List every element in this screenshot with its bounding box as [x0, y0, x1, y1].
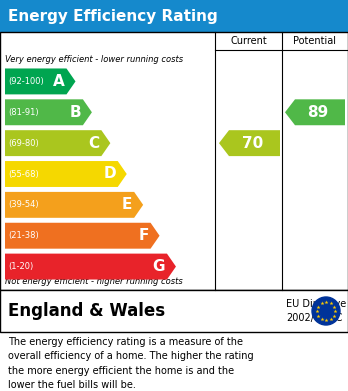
Text: (55-68): (55-68)	[8, 170, 39, 179]
Text: (69-80): (69-80)	[8, 139, 39, 148]
Circle shape	[312, 297, 340, 325]
Text: (21-38): (21-38)	[8, 231, 39, 240]
Text: E: E	[122, 197, 132, 212]
Polygon shape	[5, 99, 92, 125]
Polygon shape	[5, 223, 159, 249]
Text: England & Wales: England & Wales	[8, 302, 165, 320]
Text: G: G	[152, 259, 165, 274]
Bar	[0, 0, 348, 32]
Polygon shape	[285, 99, 345, 125]
Text: Current: Current	[230, 36, 267, 46]
Text: (1-20): (1-20)	[8, 262, 33, 271]
Text: EU Directive
2002/91/EC: EU Directive 2002/91/EC	[286, 299, 346, 323]
Polygon shape	[5, 68, 76, 94]
Bar	[0, 290, 348, 332]
Text: C: C	[88, 136, 99, 151]
Text: Not energy efficient - higher running costs: Not energy efficient - higher running co…	[5, 277, 183, 286]
Text: A: A	[53, 74, 64, 89]
Text: Energy Efficiency Rating: Energy Efficiency Rating	[8, 9, 218, 23]
Text: Potential: Potential	[293, 36, 337, 46]
Text: (81-91): (81-91)	[8, 108, 39, 117]
Polygon shape	[5, 254, 176, 280]
Text: D: D	[103, 167, 116, 181]
Text: F: F	[138, 228, 149, 243]
Polygon shape	[5, 161, 127, 187]
Text: 89: 89	[307, 105, 329, 120]
Text: Very energy efficient - lower running costs: Very energy efficient - lower running co…	[5, 55, 183, 64]
Text: B: B	[69, 105, 81, 120]
Text: (39-54): (39-54)	[8, 200, 39, 209]
Polygon shape	[5, 130, 110, 156]
Polygon shape	[5, 192, 143, 218]
Text: The energy efficiency rating is a measure of the
overall efficiency of a home. T: The energy efficiency rating is a measur…	[8, 337, 254, 390]
Polygon shape	[219, 130, 280, 156]
Text: (92-100): (92-100)	[8, 77, 44, 86]
Text: 70: 70	[242, 136, 263, 151]
Bar	[0, 32, 348, 290]
